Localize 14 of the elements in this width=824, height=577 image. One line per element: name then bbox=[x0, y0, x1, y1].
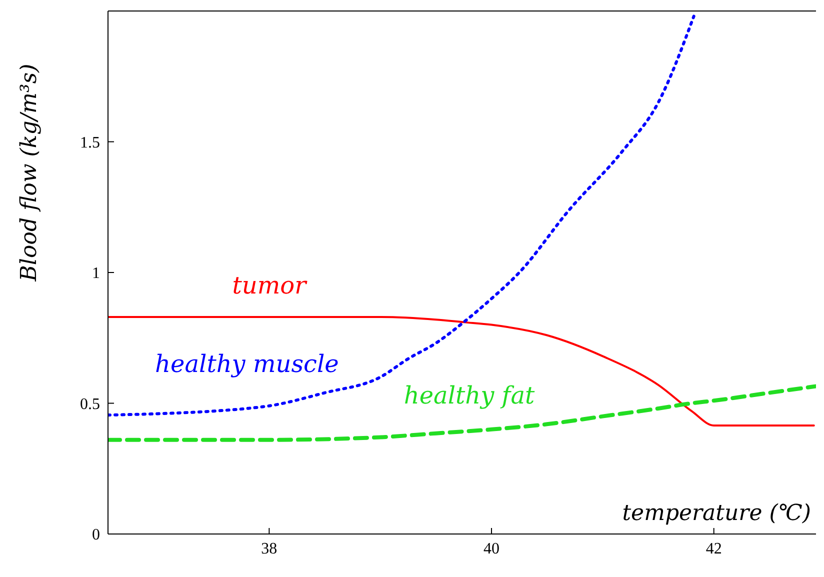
x-tick-label: 42 bbox=[706, 540, 722, 558]
x-axis-title: temperature (℃) bbox=[622, 501, 811, 526]
y-tick-label: 1 bbox=[92, 265, 100, 282]
line-series bbox=[108, 14, 696, 417]
x-tick-label: 40 bbox=[484, 540, 500, 558]
y-tick-label: 0.5 bbox=[80, 396, 100, 413]
y-axis-title: Blood flow (kg/m³s) bbox=[17, 64, 42, 282]
series-label: healthy fat bbox=[404, 381, 536, 410]
series-label: tumor bbox=[232, 271, 308, 300]
y-tick-label: 1.5 bbox=[80, 134, 100, 152]
x-tick-label: 38 bbox=[261, 540, 278, 558]
series-label: healthy muscle bbox=[155, 350, 339, 378]
line-series bbox=[108, 316, 815, 426]
y-tick-label: 0 bbox=[92, 526, 100, 544]
